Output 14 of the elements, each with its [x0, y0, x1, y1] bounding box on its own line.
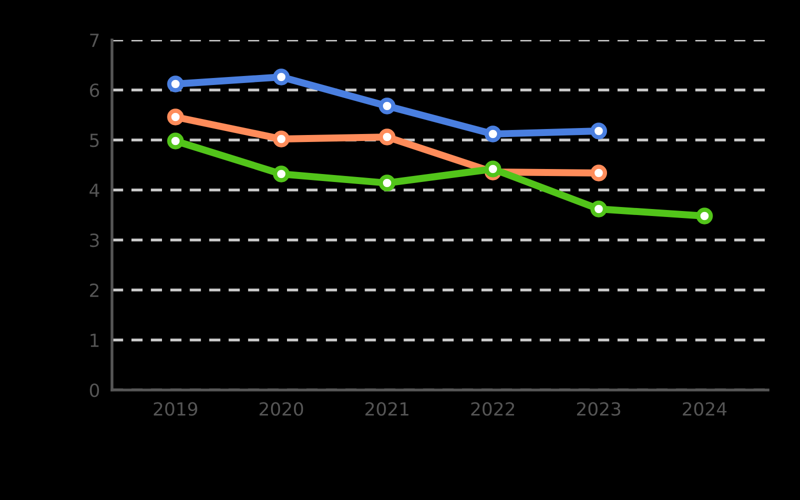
- x-tick-label: 2019: [154, 402, 198, 416]
- x-tick-label: 2023: [577, 402, 620, 416]
- x-tick-label: 2024: [682, 402, 726, 416]
- y-tick-label: 7: [90, 34, 99, 47]
- x-tick-label: 2021: [365, 402, 408, 416]
- y-tick-label: 5: [90, 134, 99, 148]
- x-tick-label: 2020: [260, 402, 304, 416]
- y-tick-label: 6: [90, 83, 100, 98]
- y-tick-label: 4: [90, 184, 100, 197]
- y-tick-label: 2: [90, 283, 98, 297]
- y-tick-label: 1: [90, 334, 99, 347]
- y-tick-label: 3: [90, 233, 99, 248]
- y-tick-label: 0: [90, 383, 99, 398]
- x-tick-label: 2022: [471, 402, 514, 416]
